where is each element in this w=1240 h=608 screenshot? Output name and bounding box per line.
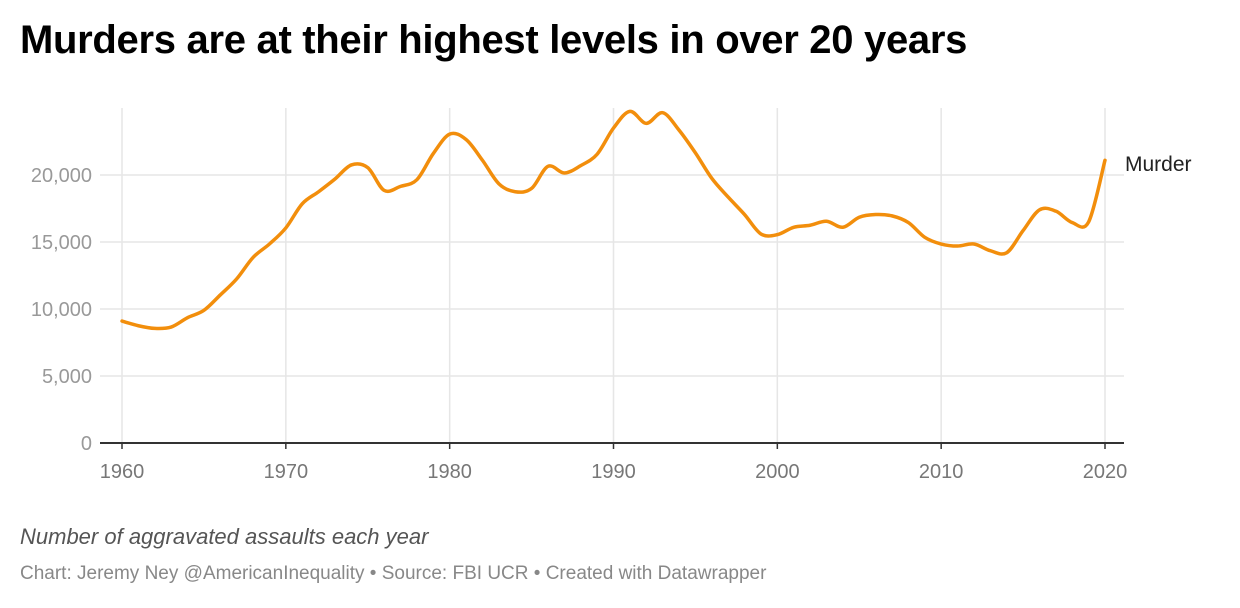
y-axis-labels: 0 5,000 10,000 15,000 20,000: [31, 165, 92, 455]
chart-credit: Chart: Jeremy Ney @AmericanInequality • …: [20, 563, 767, 584]
y-tick-label: 5,000: [42, 366, 92, 388]
x-tick-label: 2020: [1083, 461, 1128, 483]
y-tick-label: 10,000: [31, 299, 92, 321]
x-tick-label: 1980: [427, 461, 472, 483]
series-layer: Murder: [120, 109, 1192, 331]
chart-title: Murders are at their highest levels in o…: [20, 18, 968, 62]
x-tick-label: 1960: [100, 461, 145, 483]
x-tick-label: 2010: [919, 461, 964, 483]
x-tick-label: 1970: [264, 461, 309, 483]
series-label-murder: Murder: [1125, 153, 1192, 176]
y-tick-label: 15,000: [31, 232, 92, 254]
x-tick-label: 2000: [755, 461, 800, 483]
y-tick-label: 0: [81, 433, 92, 455]
x-tick-label: 1990: [591, 461, 636, 483]
x-axis-labels: 1960 1970 1980 1990 2000 2010 2020: [100, 461, 1128, 483]
x-axis: [100, 442, 1124, 449]
series-line-murder: [120, 109, 1107, 331]
y-tick-label: 20,000: [31, 165, 92, 187]
gridlines: [100, 108, 1124, 443]
chart-note: Number of aggravated assaults each year: [20, 524, 429, 549]
